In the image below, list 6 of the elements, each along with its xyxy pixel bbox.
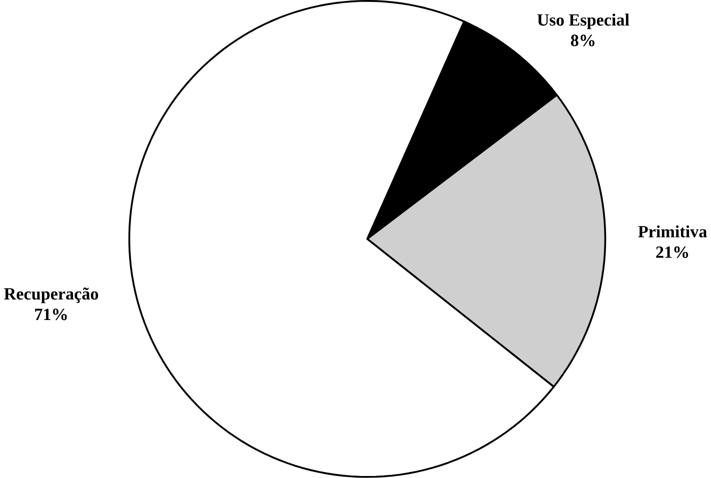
- data-label: 8%: [570, 34, 594, 46]
- data-label: 21%: [656, 246, 688, 258]
- slice-label: Uso Especial: [537, 14, 630, 30]
- slice-label: Recuperação: [4, 288, 98, 304]
- data-label: 71%: [35, 308, 67, 320]
- slice-label: Primitiva: [638, 225, 707, 238]
